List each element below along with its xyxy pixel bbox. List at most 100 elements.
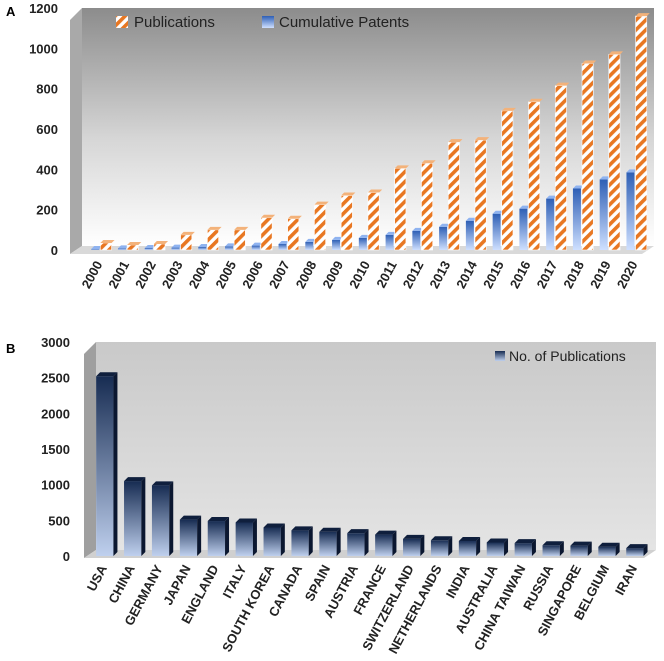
panel-a-x-tick-label: 2016 xyxy=(507,258,534,291)
panel-a-x-tick-label: 2019 xyxy=(587,258,614,291)
patents-bar xyxy=(358,237,367,250)
publications-bar-side xyxy=(504,538,509,556)
panel-a-side-wall xyxy=(70,8,82,254)
legend-patents-swatch xyxy=(262,16,274,28)
publications-bar xyxy=(126,244,139,251)
publications-bar-top xyxy=(582,60,597,64)
publications-bar xyxy=(458,541,477,556)
publications-bar-top xyxy=(403,534,425,539)
panel-a-x-tick-label: 2010 xyxy=(346,258,373,291)
publications-bar xyxy=(179,519,198,556)
patents-bar xyxy=(412,230,421,250)
panel-a-y-tick-label: 200 xyxy=(36,203,58,218)
publications-bar-top xyxy=(179,515,202,520)
panel-a-x-tick-label: 2007 xyxy=(266,258,293,291)
publications-bar xyxy=(554,85,567,251)
patents-bar-top xyxy=(144,244,156,248)
panel-a-y-tick-label: 800 xyxy=(36,82,58,97)
publications-bar-top xyxy=(555,82,570,86)
patents-bar xyxy=(198,246,207,250)
publications-bar xyxy=(207,229,219,251)
patents-bar-top xyxy=(225,243,237,247)
patents-bar xyxy=(546,198,555,250)
patents-bar-top xyxy=(412,227,424,231)
patents-bar-top xyxy=(358,234,370,238)
publications-bar-side xyxy=(420,534,425,556)
publications-bar-side xyxy=(476,537,481,556)
panel-b-y-tick-label: 3000 xyxy=(41,335,70,350)
panel-a-x-tick-label: 2018 xyxy=(560,258,587,291)
patents-bar xyxy=(385,234,394,250)
publications-bar-top xyxy=(598,542,620,547)
patents-bar-top xyxy=(117,245,130,249)
patents-bar-top xyxy=(332,236,344,240)
publications-bar-top xyxy=(234,226,249,230)
publications-bar xyxy=(287,218,300,251)
panel-b-label: B xyxy=(6,341,15,356)
publications-bar xyxy=(626,548,644,556)
publications-bar xyxy=(430,540,449,556)
publications-bar xyxy=(124,481,142,556)
publications-bar-top xyxy=(626,544,648,549)
legend-publications-label: No. of Publications xyxy=(509,348,626,364)
publications-bar-top xyxy=(127,241,142,245)
publications-bar-top xyxy=(96,372,118,377)
publications-bar xyxy=(180,234,193,251)
panel-a-x-tick-label: 2011 xyxy=(373,258,399,290)
publications-bar-side xyxy=(364,529,369,556)
publications-bar xyxy=(501,110,514,251)
publications-bar xyxy=(340,195,353,251)
publications-bar xyxy=(598,546,616,556)
panel-a-x-tick-label: 2012 xyxy=(400,258,427,291)
publications-bar-top xyxy=(514,539,536,544)
publications-bar-top xyxy=(314,201,329,205)
patents-bar xyxy=(572,188,581,250)
publications-bar-side xyxy=(643,544,648,556)
publications-bar-top xyxy=(291,526,313,531)
publications-bar-side xyxy=(280,523,285,556)
publications-bar xyxy=(608,54,621,251)
publications-bar-side xyxy=(225,517,230,556)
legend-publications-swatch xyxy=(495,351,505,361)
patents-bar-top xyxy=(519,205,531,209)
panel-b-back-wall xyxy=(96,342,656,550)
legend-patents-label: Cumulative Patents xyxy=(279,14,409,31)
patents-bar xyxy=(91,248,100,250)
publications-bar-top xyxy=(501,107,516,111)
publications-bar-top xyxy=(635,13,650,17)
publications-bar-top xyxy=(474,137,490,141)
panel-a-x-tick-label: 2001 xyxy=(105,258,132,291)
patents-bar xyxy=(305,241,314,250)
publications-bar-top xyxy=(542,541,564,546)
panel-a-x-tick-label: 2005 xyxy=(212,258,239,291)
publications-bar xyxy=(100,242,112,251)
publications-bar-top xyxy=(430,536,453,541)
publications-bar-side xyxy=(197,515,202,556)
panel-a-y-tick-label: 1200 xyxy=(29,1,58,16)
publications-bar-top xyxy=(100,239,115,243)
publications-bar xyxy=(207,521,226,556)
patents-bar-top xyxy=(599,176,611,180)
panel-b-chart: 050010001500200025003000USACHINAGERMANYJ… xyxy=(41,335,656,656)
publications-bar-top xyxy=(124,477,146,482)
patents-bar-top xyxy=(626,169,638,173)
publications-bar-top xyxy=(153,240,169,244)
publications-bar xyxy=(151,485,170,556)
panel-a-y-tick-label: 0 xyxy=(51,243,58,258)
publications-bar xyxy=(581,63,594,251)
legend-publications-swatch xyxy=(116,16,128,28)
panel-a-x-tick-label: 2003 xyxy=(159,258,186,291)
publications-bar-top xyxy=(319,527,341,532)
patents-bar xyxy=(626,172,635,250)
publications-bar-top xyxy=(235,518,257,523)
publications-bar-side xyxy=(308,526,313,556)
publications-bar-side xyxy=(392,530,397,556)
publications-bar xyxy=(235,522,253,556)
publications-bar-side xyxy=(169,481,174,556)
publications-bar xyxy=(367,192,380,251)
publications-bar xyxy=(403,538,421,556)
panel-a-x-tick-label: 2006 xyxy=(239,258,266,291)
publications-bar-top xyxy=(394,165,409,169)
patents-bar-top xyxy=(171,244,183,248)
panel-a-x-tick-label: 2009 xyxy=(319,258,346,291)
